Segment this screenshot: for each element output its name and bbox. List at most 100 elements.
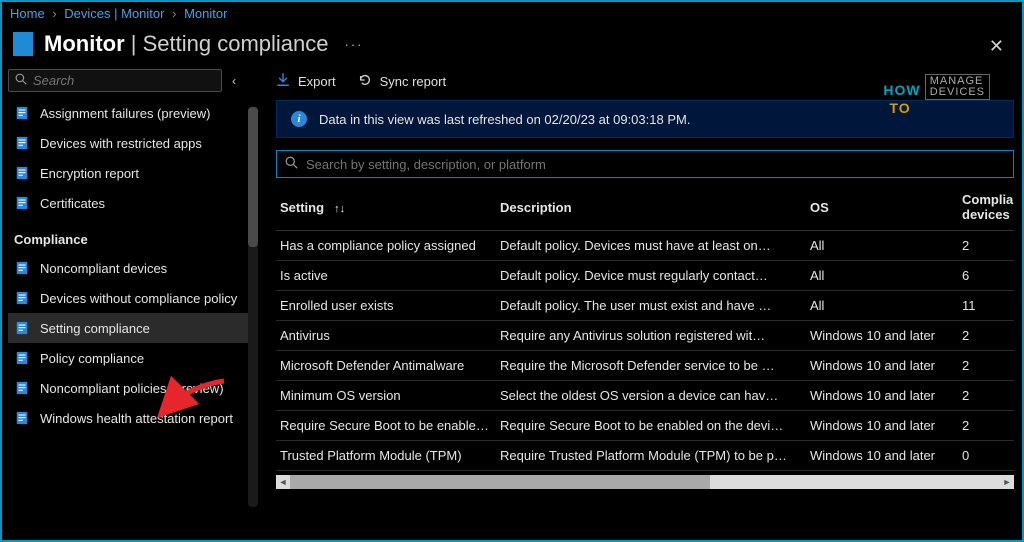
sidebar-item[interactable]: Policy compliance (8, 343, 252, 373)
col-setting[interactable]: Setting↑↓ (280, 200, 500, 215)
sidebar-scrollbar[interactable] (248, 107, 258, 507)
sidebar-item[interactable]: Windows health attestation report (8, 403, 252, 433)
document-icon (14, 320, 30, 336)
document-icon (14, 260, 30, 276)
chevron-right-icon: › (52, 6, 56, 21)
sidebar-item[interactable]: Devices without compliance policy (8, 283, 252, 313)
sidebar-search[interactable] (8, 69, 222, 92)
sidebar-item-label: Setting compliance (40, 321, 150, 336)
cell-description: Select the oldest OS version a device ca… (500, 388, 810, 403)
sidebar-item-label: Windows health attestation report (40, 411, 233, 426)
cell-os: Windows 10 and later (810, 388, 962, 403)
sidebar-item-label: Devices without compliance policy (40, 291, 237, 306)
sync-report-button[interactable]: Sync report (358, 73, 446, 90)
search-icon (285, 156, 298, 172)
horizontal-scrollbar[interactable]: ◄ ► (276, 475, 1014, 489)
cell-os: Windows 10 and later (810, 328, 962, 343)
sidebar-item[interactable]: Certificates (8, 188, 252, 218)
main-search-input[interactable] (306, 157, 1005, 172)
sidebar-item[interactable]: Assignment failures (preview) (8, 98, 252, 128)
main-search[interactable] (276, 150, 1014, 178)
breadcrumb-monitor[interactable]: Monitor (184, 6, 227, 21)
scroll-right-icon[interactable]: ► (1000, 475, 1014, 489)
main-content: Export Sync report i Data in this view w… (258, 67, 1022, 535)
sidebar-item[interactable]: Setting compliance (8, 313, 252, 343)
cell-description: Default policy. Devices must have at lea… (500, 238, 810, 253)
document-icon (14, 105, 30, 121)
sidebar-item-label: Noncompliant policies (preview) (40, 381, 224, 396)
page-header: Monitor | Setting compliance ··· (2, 25, 1022, 67)
breadcrumb-devices[interactable]: Devices | Monitor (64, 6, 164, 21)
cell-compliant: 11 (962, 298, 1014, 313)
sidebar-item[interactable]: Noncompliant policies (preview) (8, 373, 252, 403)
cell-description: Require any Antivirus solution registere… (500, 328, 810, 343)
breadcrumb-home[interactable]: Home (10, 6, 45, 21)
table-row[interactable]: Trusted Platform Module (TPM)Require Tru… (276, 441, 1014, 471)
sidebar-item-label: Assignment failures (preview) (40, 106, 211, 121)
download-icon (276, 73, 290, 90)
cell-compliant: 2 (962, 418, 1014, 433)
sidebar-item-label: Policy compliance (40, 351, 144, 366)
table-row[interactable]: Microsoft Defender AntimalwareRequire th… (276, 351, 1014, 381)
settings-table: Setting↑↓ Description OS Compliant devic… (276, 184, 1014, 535)
document-icon (14, 410, 30, 426)
cell-os: All (810, 238, 962, 253)
info-icon: i (291, 111, 307, 127)
sidebar-section-compliance: Compliance (8, 218, 252, 253)
sidebar-item[interactable]: Devices with restricted apps (8, 128, 252, 158)
export-label: Export (298, 74, 336, 89)
sidebar-item-label: Devices with restricted apps (40, 136, 202, 151)
cell-os: All (810, 268, 962, 283)
table-header: Setting↑↓ Description OS Compliant devic… (276, 184, 1014, 231)
cell-description: Default policy. The user must exist and … (500, 298, 810, 313)
more-icon[interactable]: ··· (345, 37, 364, 52)
col-os[interactable]: OS (810, 200, 962, 215)
document-icon (14, 380, 30, 396)
cell-description: Default policy. Device must regularly co… (500, 268, 810, 283)
document-icon (14, 290, 30, 306)
table-row[interactable]: AntivirusRequire any Antivirus solution … (276, 321, 1014, 351)
sidebar-search-input[interactable] (33, 73, 215, 88)
cell-setting: Microsoft Defender Antimalware (280, 358, 500, 373)
document-icon (14, 350, 30, 366)
col-description[interactable]: Description (500, 200, 810, 215)
cell-compliant: 2 (962, 388, 1014, 403)
table-row[interactable]: Require Secure Boot to be enabled…Requir… (276, 411, 1014, 441)
export-button[interactable]: Export (276, 73, 336, 90)
close-icon[interactable]: ✕ (989, 36, 1004, 57)
scroll-left-icon[interactable]: ◄ (276, 475, 290, 489)
document-icon (14, 195, 30, 211)
watermark-logo: HOW MANAGEDEVICES TO (883, 74, 990, 116)
cell-compliant: 2 (962, 328, 1014, 343)
cell-setting: Enrolled user exists (280, 298, 500, 313)
breadcrumb: Home › Devices | Monitor › Monitor (2, 2, 1022, 25)
refresh-icon (358, 73, 372, 90)
cell-description: Require the Microsoft Defender service t… (500, 358, 810, 373)
cell-setting: Is active (280, 268, 500, 283)
cell-setting: Minimum OS version (280, 388, 500, 403)
cell-os: Windows 10 and later (810, 448, 962, 463)
chevron-right-icon: › (172, 6, 176, 21)
table-row[interactable]: Is activeDefault policy. Device must reg… (276, 261, 1014, 291)
sidebar-item-label: Encryption report (40, 166, 139, 181)
cell-setting: Has a compliance policy assigned (280, 238, 500, 253)
cell-os: Windows 10 and later (810, 418, 962, 433)
search-icon (15, 73, 27, 88)
table-row[interactable]: Minimum OS versionSelect the oldest OS v… (276, 381, 1014, 411)
cell-compliant: 2 (962, 238, 1014, 253)
cell-description: Require Trusted Platform Module (TPM) to… (500, 448, 810, 463)
cell-setting: Require Secure Boot to be enabled… (280, 418, 500, 433)
cell-compliant: 0 (962, 448, 1014, 463)
cell-setting: Antivirus (280, 328, 500, 343)
cell-compliant: 6 (962, 268, 1014, 283)
cell-description: Require Secure Boot to be enabled on the… (500, 418, 810, 433)
sidebar-item[interactable]: Noncompliant devices (8, 253, 252, 283)
sort-icon: ↑↓ (334, 203, 345, 215)
info-banner-text: Data in this view was last refreshed on … (319, 112, 690, 127)
table-row[interactable]: Enrolled user existsDefault policy. The … (276, 291, 1014, 321)
table-row[interactable]: Has a compliance policy assignedDefault … (276, 231, 1014, 261)
sidebar-item[interactable]: Encryption report (8, 158, 252, 188)
sidebar-item-label: Certificates (40, 196, 105, 211)
cell-compliant: 2 (962, 358, 1014, 373)
col-compliant[interactable]: Compliant devices (962, 192, 1014, 222)
